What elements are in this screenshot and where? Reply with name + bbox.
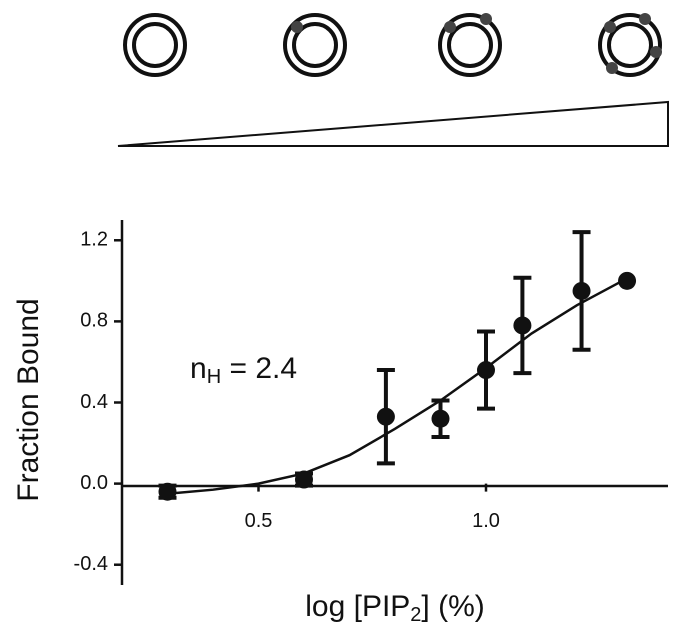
data-point <box>477 361 495 380</box>
y-tick-label: 0.4 <box>80 391 108 413</box>
data-point <box>572 281 591 300</box>
data-point <box>513 316 532 335</box>
hill-annotation: nH = 2.4 <box>190 352 297 388</box>
fit-curve <box>167 279 624 495</box>
y-tick-label: -0.4 <box>74 553 108 575</box>
data-point <box>431 409 450 428</box>
x-label-subscript: 2 <box>410 604 421 626</box>
data-point <box>295 470 313 489</box>
vesicle-icons <box>123 13 662 77</box>
x-axis-label: log [PIP2] (%) <box>305 590 485 626</box>
y-axis-label: Fraction Bound <box>12 298 45 501</box>
x-label-rest: ] (%) <box>421 590 484 623</box>
data-point <box>158 482 177 501</box>
x-label-text: log [PIP <box>305 590 410 623</box>
x-tick-label: 1.0 <box>472 510 500 532</box>
annotation-rest: = 2.4 <box>221 352 297 385</box>
protein-dots <box>291 13 662 74</box>
x-tick-label: 0.5 <box>245 510 273 532</box>
y-tick-label: 0.0 <box>80 472 108 494</box>
y-tick-label: 1.2 <box>80 229 108 251</box>
annotation-text: n <box>190 352 207 385</box>
data-point <box>618 271 637 290</box>
concentration-wedge <box>117 100 669 147</box>
annotation-subscript: H <box>207 366 221 388</box>
data-point <box>376 407 395 426</box>
y-tick-label: 0.8 <box>80 310 108 332</box>
